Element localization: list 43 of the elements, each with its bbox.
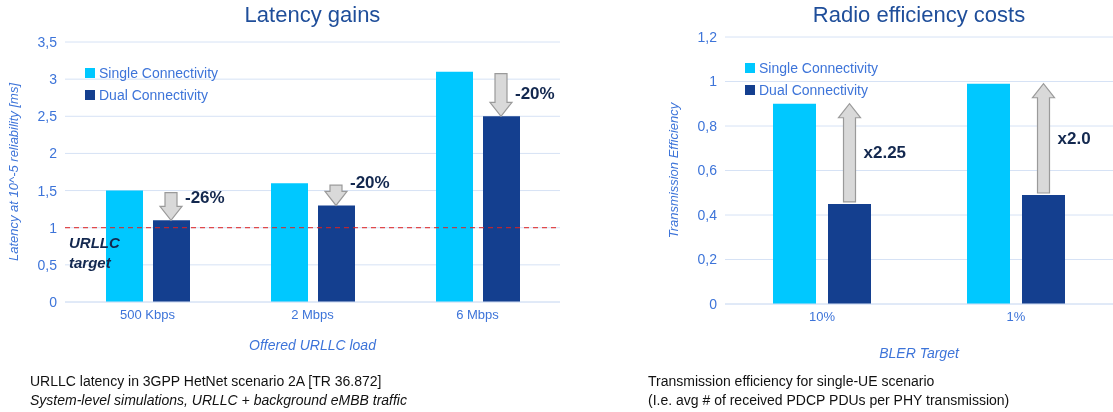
chart-title: Latency gains: [243, 2, 382, 28]
text: (I.e. avg # of received PDCP PDUs per PHY transmission): [648, 391, 1010, 410]
x-tick-label: 500 Kbps: [120, 307, 176, 323]
annotation: -26%: [185, 187, 225, 207]
x-tick-label: 2 Mbps: [291, 307, 335, 323]
bar: [436, 71, 473, 302]
y-tick-label: 2,5: [37, 108, 58, 125]
annotation: x2.0: [1057, 128, 1091, 148]
y-tick-label: 0: [709, 295, 718, 312]
y-tick-label: 1: [49, 219, 58, 236]
y-tick-label: 1: [709, 73, 718, 90]
y-tick-label: 0,4: [697, 206, 718, 223]
x-tick-label: 6 Mbps: [456, 307, 500, 323]
y-tick-label: 3: [49, 71, 58, 88]
bar: [271, 183, 308, 302]
text: Transmission efficiency for single-UE scenario: [648, 372, 936, 391]
legend-label: Single Connectivity: [98, 64, 219, 83]
y-axis-title: Latency at 10^-5 reliability [ms]: [5, 82, 21, 262]
legend-label: Dual Connectivity: [758, 81, 869, 100]
annotation: -20%: [515, 83, 555, 103]
chart-title: Radio efficiency costs: [811, 2, 1027, 28]
y-tick-label: 0,8: [697, 117, 718, 134]
y-tick-label: 1,2: [697, 28, 718, 45]
y-tick-label: 3,5: [37, 33, 58, 50]
annotation: x2.25: [863, 143, 907, 163]
legend-label: Dual Connectivity: [98, 86, 209, 105]
x-axis-title: BLER Target: [879, 345, 960, 361]
y-tick-label: 2: [49, 145, 58, 162]
text: URLLC latency in 3GPP HetNet scenario 2A [TR 36.872]: [30, 372, 383, 391]
annotation: -20%: [350, 172, 390, 192]
x-axis-title: Offered URLLC load: [249, 337, 378, 353]
y-tick-label: 0,2: [697, 251, 718, 268]
bar: [773, 103, 816, 304]
y-tick-label: 0: [49, 293, 58, 310]
x-tick-label: 10%: [808, 309, 836, 325]
y-tick-label: 0,6: [697, 162, 718, 179]
y-axis-title: Transmission Efficiency: [665, 101, 681, 239]
bar: [967, 83, 1010, 304]
y-tick-label: 0,5: [37, 256, 58, 273]
x-tick-label: 1%: [1006, 309, 1026, 325]
y-tick-label: 1,5: [37, 182, 58, 199]
text: System-level simulations, URLLC + background eMBB traffic: [30, 391, 407, 410]
legend-label: Single Connectivity: [758, 59, 879, 78]
